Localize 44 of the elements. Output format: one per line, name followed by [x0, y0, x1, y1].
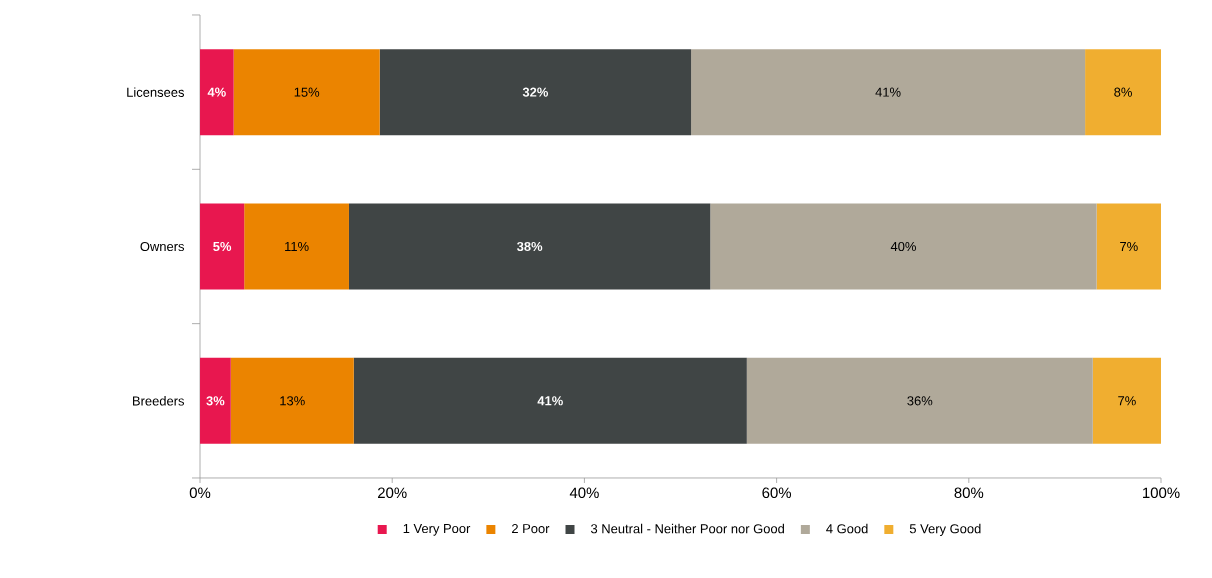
legend-label: 5 Very Good — [909, 523, 981, 536]
y-tick-label: Breeders — [133, 396, 185, 406]
legend-label: 4 Good — [826, 523, 868, 534]
data-label: 13% — [280, 396, 305, 406]
bar — [1085, 49, 1162, 136]
data-label: 4% — [207, 87, 226, 97]
legend-label: 1 Very Poor — [403, 524, 471, 536]
data-label: 8% — [1114, 87, 1132, 97]
data-label: 11% — [285, 241, 309, 252]
legend-label: 3 Neutral - Neither Poor nor Good — [591, 523, 784, 534]
data-label: 7% — [1120, 241, 1138, 252]
data-label: 7% — [1118, 396, 1136, 406]
y-tick-label: Owners — [140, 241, 185, 252]
bar — [230, 357, 354, 444]
data-label: 32% — [522, 87, 549, 97]
bar — [200, 203, 245, 290]
data-label: 3% — [206, 396, 225, 406]
bar — [710, 203, 1097, 290]
data-label: 38% — [516, 241, 543, 252]
x-tick-label: 60% — [762, 487, 792, 499]
data-label: 41% — [875, 87, 901, 97]
data-label: 40% — [890, 241, 916, 252]
x-tick-label: 100% — [1143, 487, 1180, 499]
bar — [244, 203, 349, 290]
bar — [1096, 203, 1162, 290]
x-tick-label: 0% — [189, 487, 211, 499]
y-tick-label: Licensees — [127, 87, 185, 97]
bar — [233, 49, 380, 136]
bar — [348, 203, 711, 290]
bar — [200, 49, 234, 136]
legend-label: 2 Poor — [512, 524, 550, 534]
bar — [691, 49, 1086, 136]
x-tick-label: 40% — [569, 487, 599, 499]
x-tick-label: 20% — [378, 487, 407, 499]
data-label: 5% — [213, 241, 232, 252]
bar — [1092, 357, 1162, 444]
data-label: 41% — [537, 396, 563, 406]
bar — [746, 357, 1093, 444]
bar — [379, 49, 692, 136]
bar — [353, 357, 747, 444]
x-tick-label: 80% — [954, 487, 984, 499]
data-label: 15% — [294, 87, 320, 97]
bar — [200, 357, 231, 444]
data-label: 36% — [907, 396, 933, 406]
